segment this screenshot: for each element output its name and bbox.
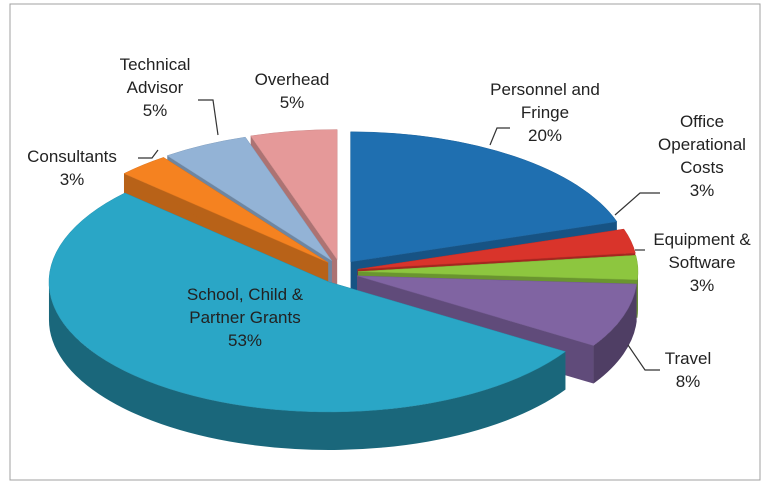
leader-line bbox=[198, 99, 219, 136]
slice-value-label: 3% bbox=[689, 181, 715, 200]
slice bbox=[250, 129, 338, 261]
slice-side bbox=[637, 271, 638, 318]
slice-side bbox=[593, 284, 637, 384]
slice-value-label: 20% bbox=[527, 126, 563, 145]
slice bbox=[166, 136, 333, 261]
leader-line bbox=[614, 192, 660, 216]
slice-label: Equipment & Software bbox=[653, 230, 751, 272]
slice bbox=[357, 228, 636, 270]
slice-label: Technical Advisor bbox=[119, 55, 191, 97]
slice-label: School, Child & Partner Grants bbox=[186, 285, 304, 327]
slice-value-label: 3% bbox=[689, 276, 715, 295]
slice-value-label: 53% bbox=[227, 331, 263, 350]
slice bbox=[350, 131, 618, 263]
slice-label: Office Operational Costs bbox=[658, 112, 746, 177]
slice bbox=[48, 192, 566, 413]
slice-label: Consultants bbox=[27, 147, 117, 166]
slice-label: Personnel and Fringe bbox=[490, 80, 600, 122]
slice-label: Travel bbox=[664, 349, 712, 368]
slice bbox=[357, 255, 639, 281]
slice-value-label: 5% bbox=[279, 93, 305, 112]
slice-value-label: 8% bbox=[675, 372, 701, 391]
slice bbox=[357, 275, 637, 346]
leader-line bbox=[138, 149, 159, 159]
slice bbox=[123, 157, 329, 263]
leader-line bbox=[627, 344, 660, 371]
leader-line bbox=[489, 127, 510, 146]
slice-label: Overhead bbox=[254, 70, 330, 89]
slice-value-label: 5% bbox=[142, 101, 168, 120]
slice-side bbox=[48, 281, 566, 450]
slice-value-label: 3% bbox=[59, 170, 85, 189]
